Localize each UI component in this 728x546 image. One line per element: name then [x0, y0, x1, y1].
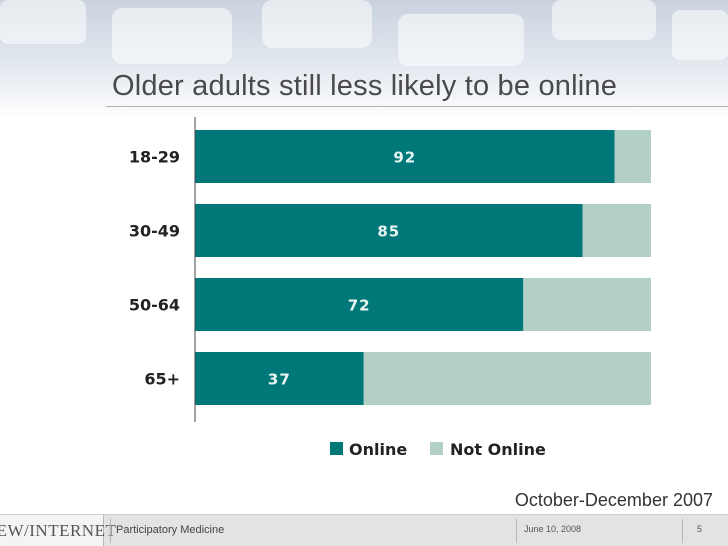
bar-online [195, 204, 583, 257]
footer-divider [110, 519, 111, 543]
category-label: 18-29 [129, 148, 180, 167]
bar-not-online [582, 204, 651, 257]
legend-swatch-online [330, 442, 343, 455]
chart-plot-area: 92 18-29 85 30-49 72 50-64 37 65+ [129, 117, 651, 422]
bar-not-online [614, 130, 651, 183]
category-label: 30-49 [129, 222, 180, 241]
bar-online [195, 130, 615, 183]
legend-swatch-not-online [430, 442, 443, 455]
bar-not-online [523, 278, 651, 331]
data-label: 85 [377, 223, 400, 241]
data-label: 37 [268, 371, 291, 389]
chart-legend: Online Not Online [330, 440, 546, 459]
presentation-name: Participatory Medicine [116, 524, 225, 536]
keyboard-backdrop [0, 0, 728, 120]
bar-online [195, 352, 364, 405]
page-number: 5 [697, 524, 703, 534]
footer-bar: PEW/INTERNET Participatory Medicine June… [0, 514, 728, 546]
slide-title: Older adults still less likely to be onl… [112, 70, 618, 102]
bar-chart: 92 18-29 85 30-49 72 50-64 37 65+ Online Not Onl… [129, 117, 651, 459]
data-label: 92 [393, 149, 416, 167]
category-label: 50-64 [129, 296, 180, 315]
legend-label-not-online: Not Online [450, 440, 546, 459]
category-label: 65+ [144, 370, 180, 389]
title-divider [106, 106, 728, 107]
footer-divider [682, 519, 683, 543]
pew-internet-logo: PEW/INTERNET [0, 515, 116, 546]
presentation-date: June 10, 2008 [524, 524, 582, 534]
bar-online [195, 278, 524, 331]
legend-label-online: Online [349, 440, 407, 459]
data-label: 72 [348, 297, 371, 315]
date-range-caption: October-December 2007 [514, 490, 713, 510]
footer-divider [516, 519, 517, 543]
bar-not-online [363, 352, 651, 405]
